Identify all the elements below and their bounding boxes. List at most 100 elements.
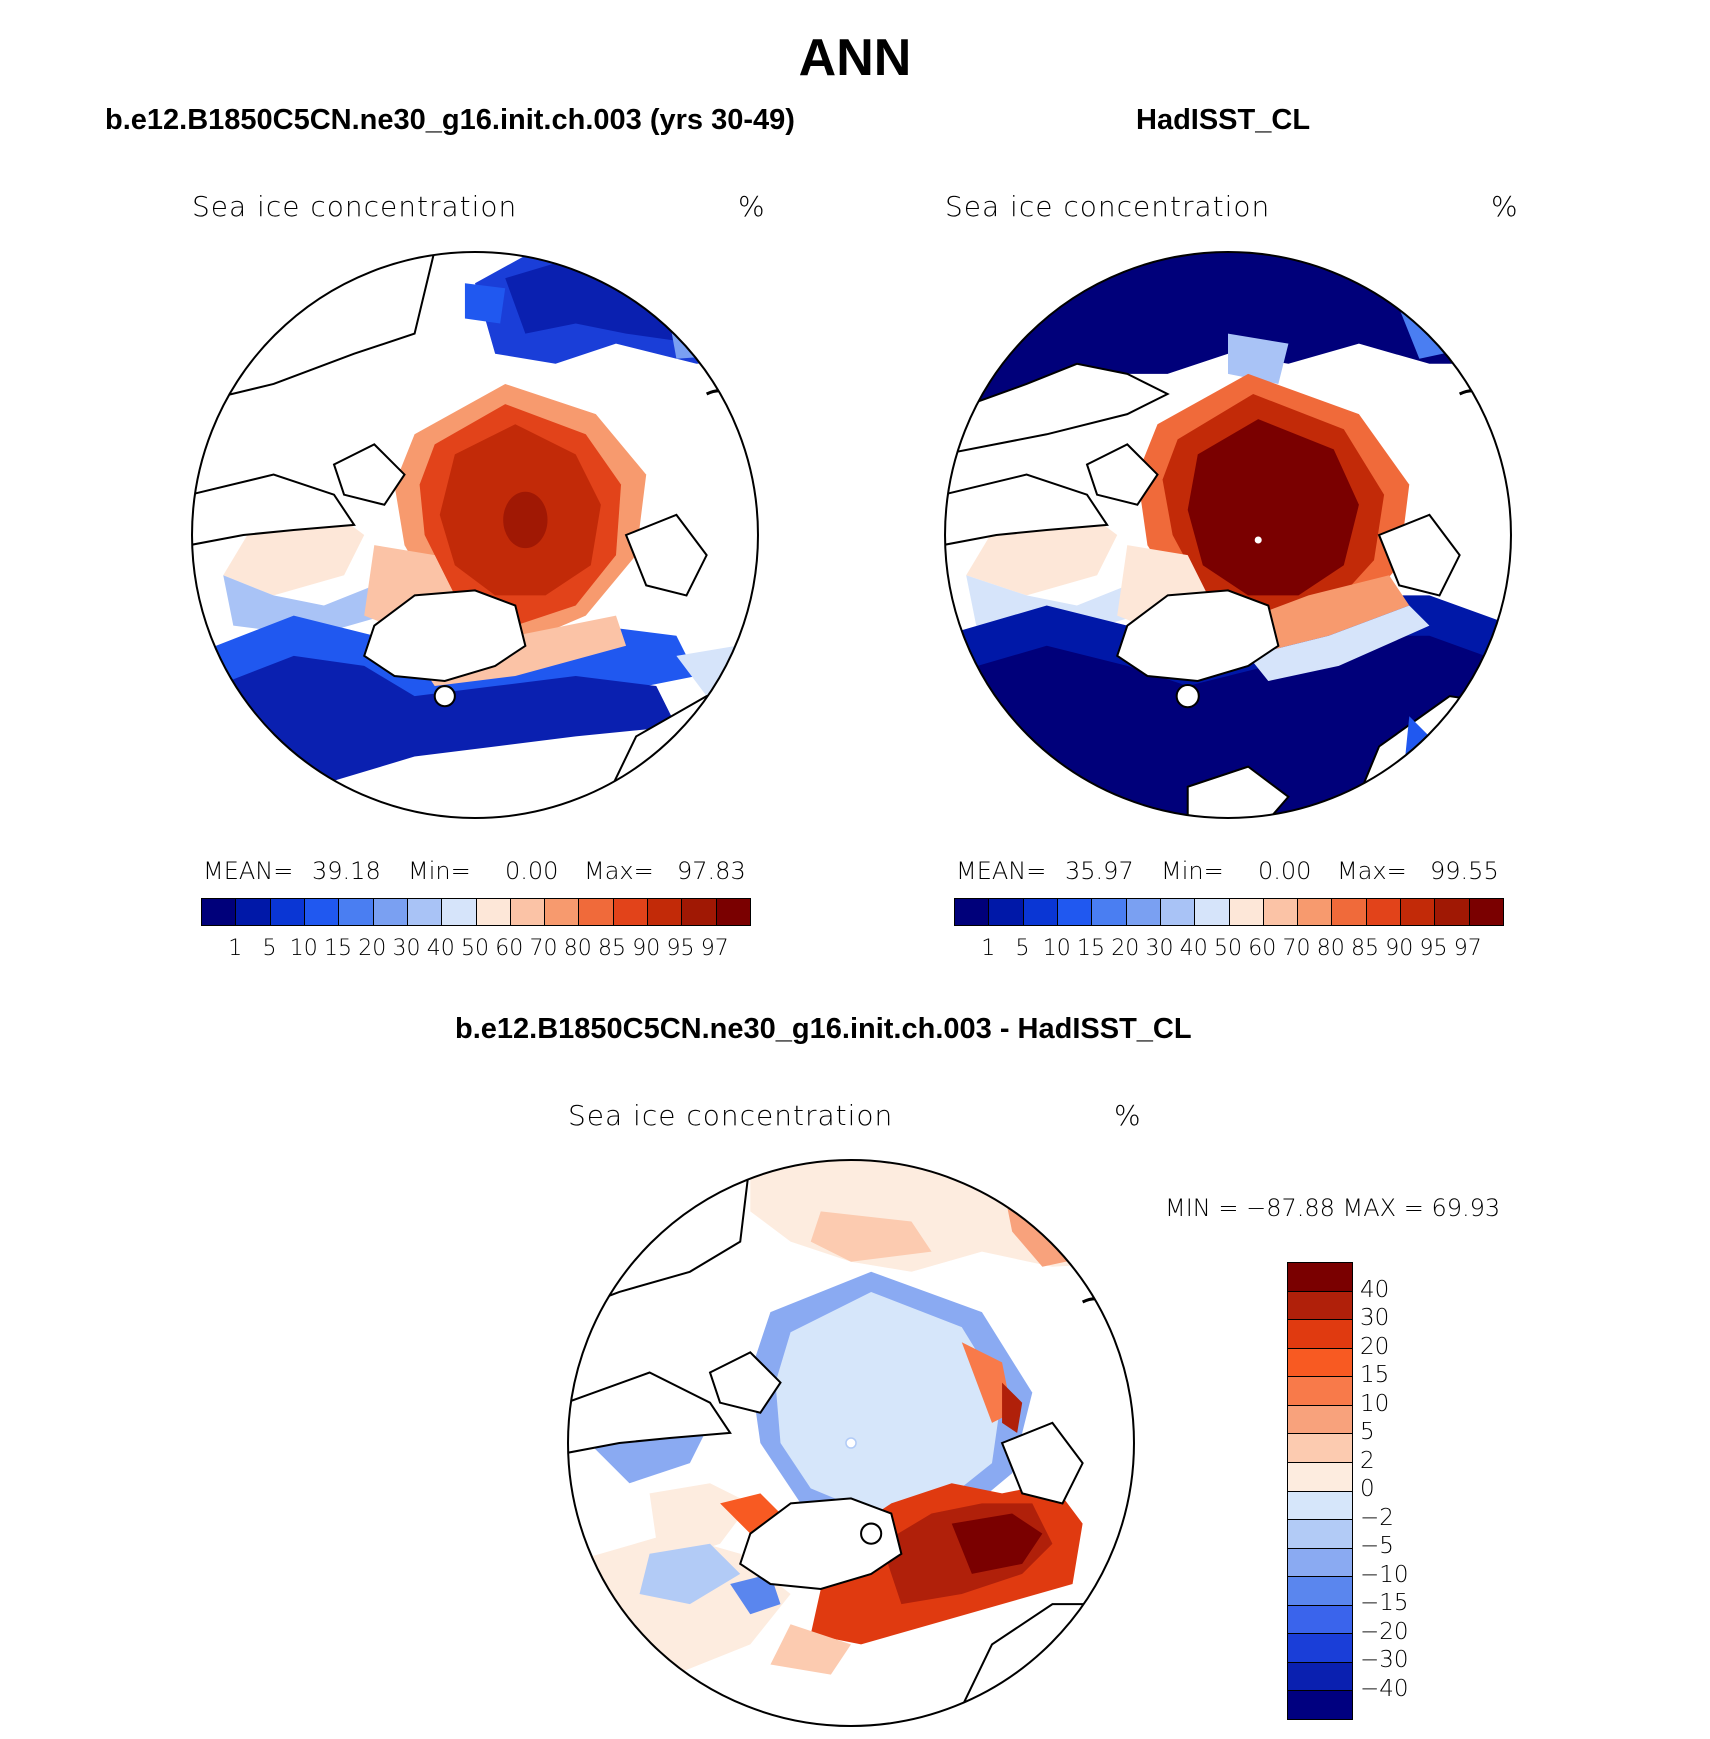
panel-obs-colorbar-tick-label: 40	[1179, 936, 1208, 961]
panel-diff-colorbar-swatch	[1288, 1405, 1352, 1435]
panel-obs-colorbar-tick-label: 20	[1111, 936, 1140, 961]
panel-model-colorbar-tick-label: 60	[495, 936, 524, 961]
panel-diff-colorbar-swatch	[1288, 1377, 1352, 1406]
panel-obs-units: %	[1491, 190, 1519, 223]
panel-obs-colorbar-swatch	[955, 899, 990, 925]
panel-diff-colorbar-tick-label: −10	[1360, 1561, 1409, 1588]
panel-model-colorbar-swatch	[407, 899, 443, 925]
panel-obs-colorbar-labels: 1 5 10 15 20 30 40 50 60 70 80 85 90 95 97	[954, 936, 1502, 964]
panel-diff-colorbar-tick-label: −40	[1360, 1675, 1409, 1702]
panel-diff-colorbar-tick-label: 20	[1360, 1333, 1390, 1360]
panel-model-max-value: 97.83	[677, 857, 746, 885]
panel-diff-colorbar-tick-label: 5	[1360, 1419, 1375, 1445]
panel-model-colorbar-swatch	[648, 899, 683, 925]
panel-model-colorbar-tick-label: 90	[632, 936, 661, 961]
panel-diff-variable-label: Sea ice concentration	[568, 1099, 894, 1132]
panel-model-colorbar-labels: 1 5 10 15 20 30 40 50 60 70 80 85 90 95 97	[201, 936, 749, 964]
panel-diff-colorbar-swatch	[1288, 1662, 1352, 1692]
panel-obs-title: HadISST_CL	[1136, 104, 1311, 136]
panel-diff-colorbar-swatch	[1288, 1691, 1352, 1719]
panel-diff-colorbar-tick-label: 30	[1360, 1305, 1390, 1331]
panel-model-colorbar-swatch	[579, 899, 614, 925]
panel-model-colorbar-swatch	[304, 899, 340, 925]
panel-obs-colorbar-swatch	[1298, 899, 1333, 925]
panel-model-colorbar-swatch	[442, 899, 477, 925]
panel-obs-colorbar-tick-label: 97	[1453, 936, 1482, 961]
panel-obs-colorbar-tick-label: 80	[1316, 936, 1345, 961]
panel-model-colorbar-tick-label: 30	[392, 936, 421, 961]
panel-model-colorbar-swatch	[236, 899, 271, 925]
panel-model-mean-label: MEAN=	[203, 857, 294, 885]
panel-obs-colorbar-tick-label: 1	[981, 936, 996, 961]
panel-obs-colorbar-tick-label: 60	[1248, 936, 1277, 961]
panel-obs-colorbar-tick-label: 85	[1351, 936, 1379, 961]
panel-model-colorbar-swatch	[202, 899, 237, 925]
panel-model-colorbar-swatch	[339, 899, 374, 925]
panel-model-colorbar-swatch	[476, 899, 511, 925]
panel-diff-colorbar-swatch	[1288, 1291, 1352, 1321]
panel-diff-colorbar-tick-label: 2	[1360, 1447, 1375, 1474]
panel-model-colorbar-swatch	[545, 899, 580, 925]
panel-diff-colorbar-swatch	[1288, 1491, 1352, 1521]
panel-model-colorbar-tick-label: 10	[289, 936, 318, 961]
panel-model-colorbar-swatch	[373, 899, 408, 925]
panel-obs-colorbar-swatch	[1263, 899, 1299, 925]
panel-model-colorbar-tick-label: 70	[529, 936, 558, 961]
panel-obs-colorbar-swatch	[1401, 899, 1436, 925]
panel-model-colorbar	[201, 898, 751, 926]
panel-diff-min-max: MIN = −87.88 MAX = 69.93	[1165, 1194, 1501, 1222]
panel-model-colorbar-tick-label: 1	[228, 936, 243, 961]
panel-model-colorbar-tick-label: 85	[598, 936, 626, 961]
panel-model-colorbar-tick-label: 50	[461, 936, 489, 961]
panel-model-title: b.e12.B1850C5CN.ne30_g16.init.ch.003 (yr…	[105, 104, 795, 136]
panel-obs-mean-label: MEAN=	[956, 857, 1047, 885]
panel-obs-colorbar-swatch	[1160, 899, 1196, 925]
panel-obs-colorbar-swatch	[1057, 899, 1093, 925]
panel-diff-colorbar-tick-label: 40	[1360, 1276, 1390, 1303]
panel-diff-colorbar-swatch	[1288, 1462, 1352, 1492]
panel-diff-colorbar	[1287, 1262, 1353, 1720]
panel-obs-colorbar-swatch	[1366, 899, 1402, 925]
panel-model-mean-value: 39.18	[312, 857, 381, 885]
panel-model-colorbar-swatch	[270, 899, 305, 925]
panel-obs-colorbar-tick-label: 5	[1015, 936, 1030, 961]
panel-model-colorbar-tick-label: 20	[358, 936, 387, 961]
panel-diff-colorbar-tick-label: 15	[1360, 1362, 1390, 1388]
panel-model-colorbar-tick-label: 15	[324, 936, 352, 961]
panel-obs-min-label: Min=	[1161, 857, 1224, 885]
panel-model-colorbar-swatch	[682, 899, 717, 925]
panel-model-colorbar-swatch	[716, 899, 750, 925]
panel-obs-colorbar-tick-label: 50	[1214, 936, 1242, 961]
panel-diff-colorbar-tick-label: 0	[1360, 1476, 1375, 1502]
panel-diff-colorbar-swatch	[1288, 1263, 1352, 1292]
panel-obs-colorbar	[954, 898, 1504, 926]
panel-obs-colorbar-swatch	[1195, 899, 1230, 925]
panel-model-colorbar-tick-label: 40	[426, 936, 455, 961]
panel-diff-colorbar-swatch	[1288, 1348, 1352, 1378]
panel-obs-colorbar-swatch	[1435, 899, 1470, 925]
panel-diff-colorbar-swatch	[1288, 1320, 1352, 1349]
panel-obs-variable-label: Sea ice concentration	[945, 190, 1271, 223]
panel-diff-colorbar-tick-label: −30	[1360, 1647, 1409, 1673]
panel-obs-polar-map	[944, 251, 1512, 819]
panel-obs-colorbar-tick-label: 70	[1282, 936, 1311, 961]
panel-model-colorbar-tick-label: 95	[666, 936, 695, 961]
panel-obs-colorbar-swatch	[1332, 899, 1367, 925]
panel-obs-colorbar-swatch	[1469, 899, 1503, 925]
panel-model-max-label: Max=	[584, 857, 654, 885]
panel-model-variable-label: Sea ice concentration	[192, 190, 518, 223]
panel-diff-colorbar-swatch	[1288, 1548, 1352, 1578]
panel-diff-polar-map	[567, 1159, 1135, 1727]
panel-model-units: %	[738, 190, 766, 223]
panel-diff-colorbar-tick-label: −2	[1360, 1504, 1394, 1531]
panel-model-min-label: Min=	[408, 857, 471, 885]
panel-model-colorbar-swatch	[510, 899, 546, 925]
panel-obs-colorbar-tick-label: 90	[1385, 936, 1414, 961]
panel-model-colorbar-tick-label: 80	[563, 936, 592, 961]
panel-obs-min-value: 0.00	[1258, 857, 1312, 885]
panel-model-colorbar-swatch	[613, 899, 649, 925]
panel-obs-mean-value: 35.97	[1065, 857, 1134, 885]
panel-obs-colorbar-swatch	[1126, 899, 1161, 925]
panel-diff-colorbar-swatch	[1288, 1520, 1352, 1549]
panel-diff-colorbar-swatch	[1288, 1605, 1352, 1635]
